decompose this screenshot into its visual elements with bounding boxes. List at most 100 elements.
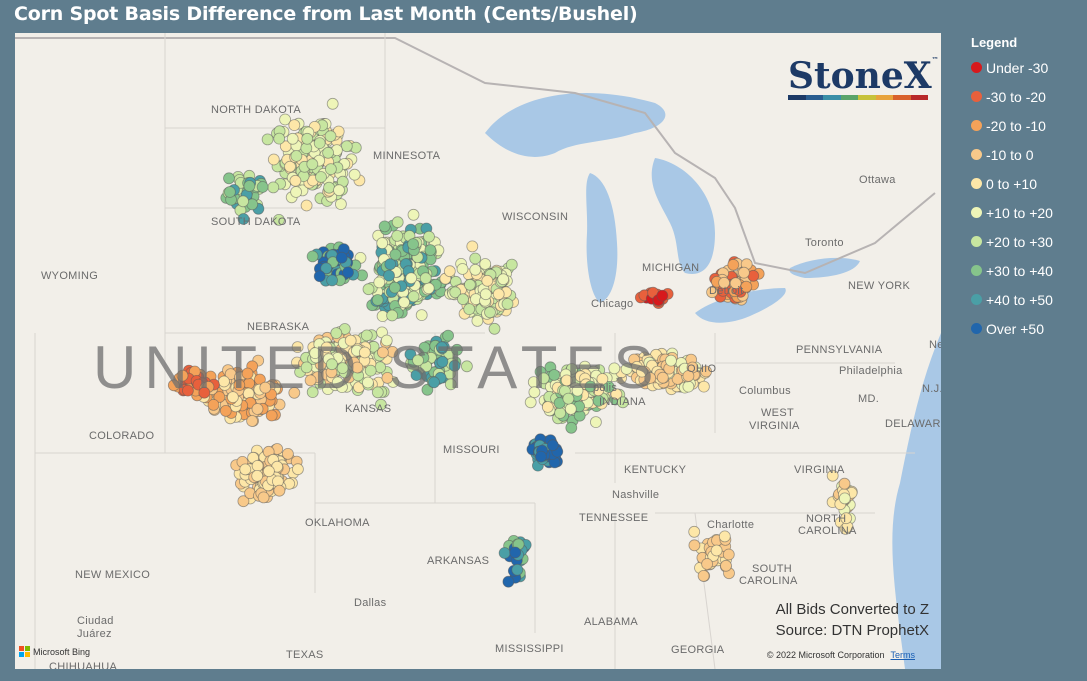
bid-point[interactable] xyxy=(257,491,270,504)
bid-point[interactable] xyxy=(380,334,393,347)
bid-point[interactable] xyxy=(729,277,742,290)
bid-point[interactable] xyxy=(243,180,256,192)
bid-point[interactable] xyxy=(306,158,319,171)
bid-point[interactable] xyxy=(324,163,337,176)
bid-point[interactable] xyxy=(466,240,479,253)
bid-point[interactable] xyxy=(701,558,713,570)
bid-point[interactable] xyxy=(364,364,377,377)
bid-point[interactable] xyxy=(656,289,669,302)
bid-point[interactable] xyxy=(469,252,482,265)
bid-point[interactable] xyxy=(665,354,677,367)
bid-point[interactable] xyxy=(682,370,695,382)
bid-point[interactable] xyxy=(315,171,327,183)
map-canvas[interactable]: UNITED STATES NORTH DAKOTA SOUTH DAKOTA MI… xyxy=(15,33,941,669)
bid-point[interactable] xyxy=(284,160,296,173)
bid-point[interactable] xyxy=(288,386,301,399)
bid-point[interactable] xyxy=(528,386,541,399)
bid-point[interactable] xyxy=(371,386,384,399)
bid-point[interactable] xyxy=(261,133,274,146)
legend-item[interactable]: -10 to 0 xyxy=(971,140,1083,169)
bid-point[interactable] xyxy=(301,132,314,145)
bid-point[interactable] xyxy=(602,380,615,393)
bid-point[interactable] xyxy=(838,492,851,505)
bid-point[interactable] xyxy=(291,463,304,476)
bid-point[interactable] xyxy=(541,401,554,413)
bid-point[interactable] xyxy=(326,274,339,287)
bid-point[interactable] xyxy=(306,250,319,263)
bid-point[interactable] xyxy=(213,391,226,403)
bid-point[interactable] xyxy=(471,314,484,327)
bid-point[interactable] xyxy=(698,380,710,393)
bid-point[interactable] xyxy=(324,130,337,143)
bid-point[interactable] xyxy=(265,409,278,422)
bid-point[interactable] xyxy=(492,288,505,301)
legend-item[interactable]: +40 to +50 xyxy=(971,285,1083,314)
bid-point[interactable] xyxy=(838,477,851,490)
bid-point[interactable] xyxy=(405,272,418,285)
bid-point[interactable] xyxy=(378,220,391,233)
bid-point[interactable] xyxy=(351,361,364,374)
bid-point[interactable] xyxy=(688,539,701,552)
bid-point[interactable] xyxy=(469,263,482,276)
bid-point[interactable] xyxy=(501,297,514,310)
bid-point[interactable] xyxy=(423,230,435,243)
bid-point[interactable] xyxy=(335,251,348,264)
legend-item[interactable]: +10 to +20 xyxy=(971,198,1083,227)
bid-point[interactable] xyxy=(720,559,732,572)
legend-item[interactable]: 0 to +10 xyxy=(971,169,1083,198)
bid-point[interactable] xyxy=(360,329,373,342)
bid-point[interactable] xyxy=(342,266,354,279)
bid-point[interactable] xyxy=(488,322,501,335)
legend-item[interactable]: +20 to +30 xyxy=(971,227,1083,256)
bid-point[interactable] xyxy=(300,199,313,212)
bid-point[interactable] xyxy=(620,363,633,375)
bid-point[interactable] xyxy=(322,146,335,159)
bid-point[interactable] xyxy=(207,398,220,411)
legend-item[interactable]: Over +50 xyxy=(971,314,1083,343)
bid-point[interactable] xyxy=(373,276,386,289)
bid-point[interactable] xyxy=(610,388,623,401)
bid-point[interactable] xyxy=(537,372,550,385)
bid-point[interactable] xyxy=(267,181,280,194)
bid-point[interactable] xyxy=(358,346,371,359)
bid-point[interactable] xyxy=(718,530,731,543)
bid-point[interactable] xyxy=(273,132,286,145)
bid-point[interactable] xyxy=(727,258,740,271)
bid-point[interactable] xyxy=(509,546,522,559)
bid-point[interactable] xyxy=(584,380,597,393)
bid-point[interactable] xyxy=(700,365,712,378)
bid-point[interactable] xyxy=(456,263,469,275)
bid-point[interactable] xyxy=(449,286,462,299)
bid-point[interactable] xyxy=(362,283,375,296)
bid-point[interactable] xyxy=(419,272,432,285)
bid-point[interactable] xyxy=(457,293,469,306)
bid-point[interactable] xyxy=(304,374,317,387)
bid-point[interactable] xyxy=(239,463,252,476)
bid-point[interactable] xyxy=(381,371,394,384)
bid-point[interactable] xyxy=(330,327,343,340)
bid-point[interactable] xyxy=(535,450,547,463)
bid-point[interactable] xyxy=(407,238,420,251)
bid-point[interactable] xyxy=(376,346,389,359)
bid-point[interactable] xyxy=(644,372,657,384)
bid-point[interactable] xyxy=(226,391,239,404)
bid-point[interactable] xyxy=(564,403,577,415)
bid-point[interactable] xyxy=(223,172,235,185)
legend-item[interactable]: +30 to +40 xyxy=(971,256,1083,285)
bid-point[interactable] xyxy=(391,229,404,242)
bid-point[interactable] xyxy=(309,347,322,360)
bid-point[interactable] xyxy=(546,439,559,452)
legend-item[interactable]: -30 to -20 xyxy=(971,82,1083,111)
bid-point[interactable] xyxy=(267,153,280,166)
bid-point[interactable] xyxy=(571,384,584,397)
bid-point[interactable] xyxy=(422,282,435,295)
bid-point[interactable] xyxy=(443,265,456,278)
bid-point[interactable] xyxy=(306,386,319,399)
bid-point[interactable] xyxy=(389,248,402,261)
bid-point[interactable] xyxy=(554,407,566,419)
bid-point[interactable] xyxy=(237,213,250,225)
bid-point[interactable] xyxy=(424,244,437,257)
bid-point[interactable] xyxy=(384,258,397,271)
bid-point[interactable] xyxy=(383,269,395,282)
bid-point[interactable] xyxy=(326,97,339,110)
